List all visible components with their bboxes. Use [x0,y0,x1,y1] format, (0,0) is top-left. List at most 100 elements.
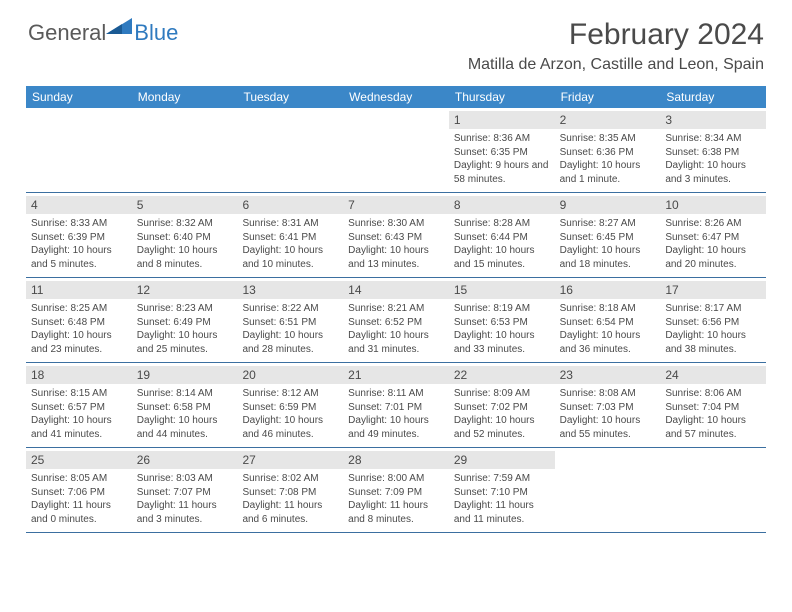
day-number: 7 [348,198,355,212]
brand-general: General [28,20,106,46]
day-cell: 26 Sunrise: 8:03 AMSunset: 7:07 PMDayligh… [132,448,238,532]
daylight-line: Daylight: 10 hours and 10 minutes. [242,244,338,271]
day-cell: 10Sunrise: 8:26 AMSunset: 6:47 PMDayligh… [660,193,766,277]
day-cell: 11Sunrise: 8:25 AMSunset: 6:48 PMDayligh… [26,278,132,362]
sunset-line: Sunset: 6:49 PM [137,316,233,330]
sunrise-line: Sunrise: 8:09 AM [454,387,550,401]
day-cell: 6Sunrise: 8:31 AMSunset: 6:41 PMDaylight… [237,193,343,277]
day-number-row: 19 [132,366,238,384]
sunset-line: Sunset: 6:36 PM [560,146,656,160]
day-number-row: 28 [343,451,449,469]
sunrise-line: Sunrise: 8:23 AM [137,302,233,316]
sunset-line: Sunset: 6:38 PM [665,146,761,160]
week-row: 11Sunrise: 8:25 AMSunset: 6:48 PMDayligh… [26,278,766,363]
daylight-line: Daylight: 10 hours and 28 minutes. [242,329,338,356]
daylight-line: Daylight: 10 hours and 41 minutes. [31,414,127,441]
day-number-row: 9 [555,196,661,214]
day-number: 22 [454,368,467,382]
day-cell: 19Sunrise: 8:14 AMSunset: 6:58 PMDayligh… [132,363,238,447]
daylight-line: Daylight: 10 hours and 23 minutes. [31,329,127,356]
sunset-line: Sunset: 6:57 PM [31,401,127,415]
sunset-line: Sunset: 6:41 PM [242,231,338,245]
day-cell: 23Sunrise: 8:08 AMSunset: 7:03 PMDayligh… [555,363,661,447]
day-cell: 22Sunrise: 8:09 AMSunset: 7:02 PMDayligh… [449,363,555,447]
day-cell: 27Sunrise: 8:02 AMSunset: 7:08 PMDayligh… [237,448,343,532]
day-number: 17 [665,283,678,297]
sunrise-line: Sunrise: 8:11 AM [348,387,444,401]
day-number: 5 [137,198,144,212]
daylight-line: Daylight: 11 hours and 6 minutes. [242,499,338,526]
day-number-row: 14 [343,281,449,299]
day-number-row: 29 [449,451,555,469]
daylight-line: Daylight: 10 hours and 49 minutes. [348,414,444,441]
day-number-row: 21 [343,366,449,384]
daylight-line: Daylight: 10 hours and 33 minutes. [454,329,550,356]
dow-cell: Tuesday [237,86,343,108]
day-number-row [555,451,661,467]
days-of-week-header: SundayMondayTuesdayWednesdayThursdayFrid… [26,86,766,108]
sunset-line: Sunset: 6:39 PM [31,231,127,245]
sunrise-line: Sunrise: 8:18 AM [560,302,656,316]
day-cell: 17Sunrise: 8:17 AMSunset: 6:56 PMDayligh… [660,278,766,362]
day-number-row: 12 [132,281,238,299]
dow-cell: Wednesday [343,86,449,108]
day-number: 1 [454,113,461,127]
day-cell: 8Sunrise: 8:28 AMSunset: 6:44 PMDaylight… [449,193,555,277]
dow-cell: Monday [132,86,238,108]
day-number: 3 [665,113,672,127]
day-number: 14 [348,283,361,297]
daylight-line: Daylight: 10 hours and 18 minutes. [560,244,656,271]
day-cell [26,108,132,192]
dow-cell: Saturday [660,86,766,108]
day-number: 21 [348,368,361,382]
sunrise-line: Sunrise: 8:31 AM [242,217,338,231]
sunset-line: Sunset: 7:10 PM [454,486,550,500]
sunrise-line: Sunrise: 8:32 AM [137,217,233,231]
sunrise-line: Sunrise: 8:03 AM [137,472,233,486]
sunrise-line: Sunrise: 8:21 AM [348,302,444,316]
day-number-row [132,111,238,127]
sunrise-line: Sunrise: 8:15 AM [31,387,127,401]
sunrise-line: Sunrise: 8:00 AM [348,472,444,486]
day-number: 26 [137,453,150,467]
day-number-row: 27 [237,451,343,469]
sunrise-line: Sunrise: 8:02 AM [242,472,338,486]
daylight-line: Daylight: 10 hours and 31 minutes. [348,329,444,356]
sunset-line: Sunset: 7:09 PM [348,486,444,500]
sunrise-line: Sunrise: 8:22 AM [242,302,338,316]
week-row: 4Sunrise: 8:33 AMSunset: 6:39 PMDaylight… [26,193,766,278]
day-number: 12 [137,283,150,297]
sunset-line: Sunset: 6:51 PM [242,316,338,330]
dow-cell: Thursday [449,86,555,108]
day-number-row [660,451,766,467]
sunrise-line: Sunrise: 8:28 AM [454,217,550,231]
day-number-row: 16 [555,281,661,299]
day-cell: 21Sunrise: 8:11 AMSunset: 7:01 PMDayligh… [343,363,449,447]
day-cell [237,108,343,192]
sunrise-line: Sunrise: 8:06 AM [665,387,761,401]
sunset-line: Sunset: 6:53 PM [454,316,550,330]
day-cell: 7Sunrise: 8:30 AMSunset: 6:43 PMDaylight… [343,193,449,277]
day-cell: 15Sunrise: 8:19 AMSunset: 6:53 PMDayligh… [449,278,555,362]
day-number: 24 [665,368,678,382]
daylight-line: Daylight: 10 hours and 36 minutes. [560,329,656,356]
day-cell: 14Sunrise: 8:21 AMSunset: 6:52 PMDayligh… [343,278,449,362]
day-number: 27 [242,453,255,467]
daylight-line: Daylight: 11 hours and 3 minutes. [137,499,233,526]
sunset-line: Sunset: 7:04 PM [665,401,761,415]
day-number: 16 [560,283,573,297]
day-cell: 24Sunrise: 8:06 AMSunset: 7:04 PMDayligh… [660,363,766,447]
header: General Blue February 2024 Matilla de Ar… [0,0,792,80]
day-number: 25 [31,453,44,467]
sunset-line: Sunset: 6:40 PM [137,231,233,245]
day-cell: 2Sunrise: 8:35 AMSunset: 6:36 PMDaylight… [555,108,661,192]
daylight-line: Daylight: 10 hours and 8 minutes. [137,244,233,271]
day-number: 20 [242,368,255,382]
week-row: 25Sunrise: 8:05 AMSunset: 7:06 PMDayligh… [26,448,766,533]
day-cell: 5 Sunrise: 8:32 AMSunset: 6:40 PMDaylight… [132,193,238,277]
day-number-row: 7 [343,196,449,214]
sunset-line: Sunset: 6:47 PM [665,231,761,245]
sunset-line: Sunset: 7:03 PM [560,401,656,415]
sunset-line: Sunset: 6:44 PM [454,231,550,245]
sunset-line: Sunset: 7:07 PM [137,486,233,500]
